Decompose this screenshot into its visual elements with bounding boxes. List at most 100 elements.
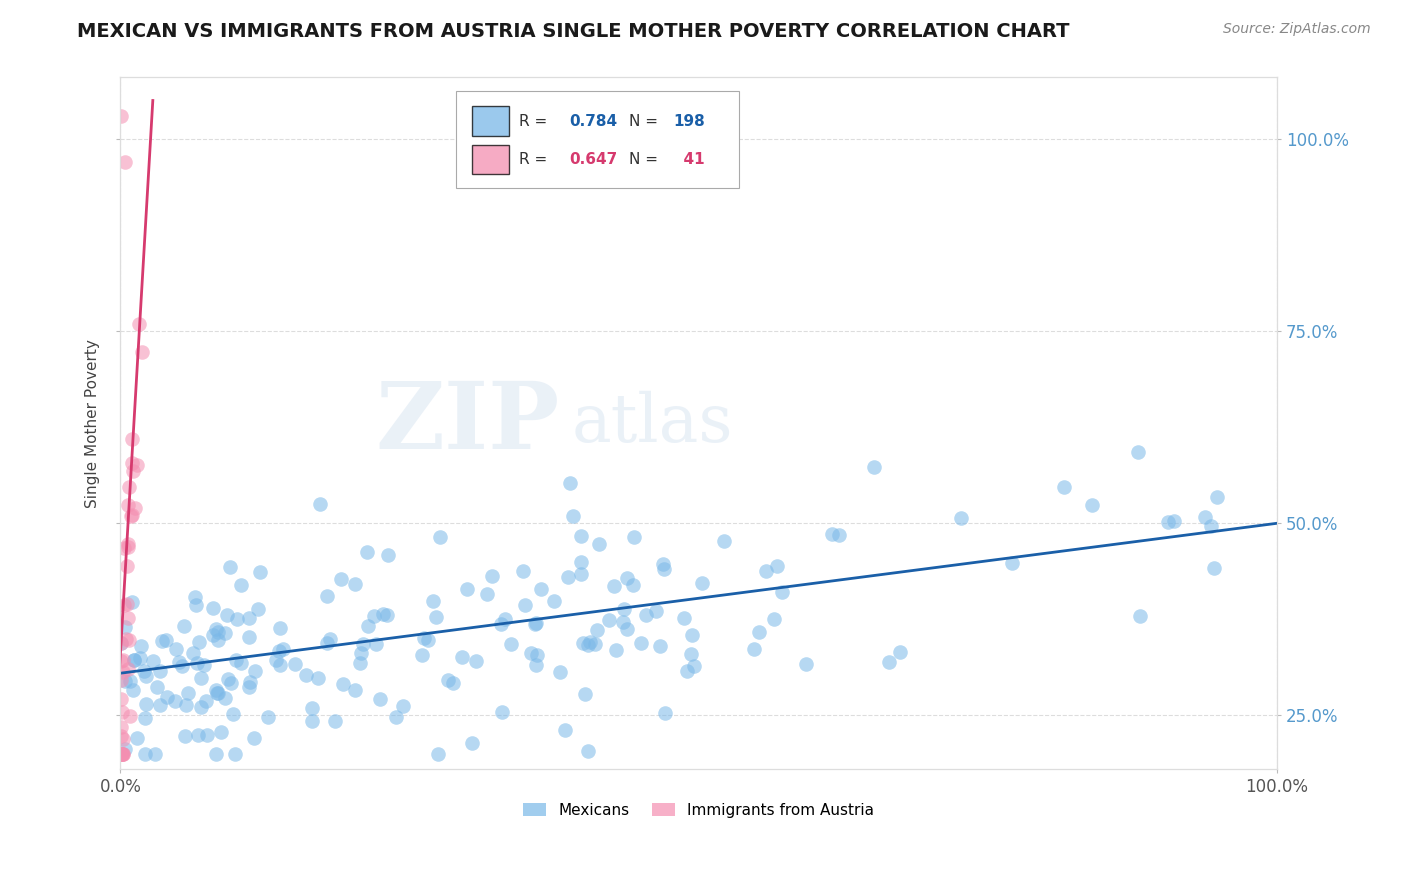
Point [110,673,132,687]
Point [422,594,444,608]
Point [436,673,458,688]
Point [129,639,152,653]
Point [214,626,236,640]
Point [755,564,778,578]
Point [491,617,513,632]
Point [122,653,145,667]
Point [267,644,290,658]
Point [429,530,451,544]
Point [204,747,226,761]
Point [155,633,177,648]
Point [209,725,232,739]
Point [127,458,149,472]
Point [110,636,132,650]
Point [344,683,367,698]
Point [117,540,139,554]
Point [561,508,583,523]
Point [117,537,139,551]
Point [118,709,141,723]
Point [128,317,150,331]
Point [111,705,134,719]
Point [363,608,385,623]
Point [114,674,136,689]
Point [513,598,536,612]
Point [748,624,770,639]
Point [249,565,271,579]
Point [264,653,287,667]
Point [121,463,143,477]
Point [315,636,337,650]
Point [1126,445,1149,459]
Text: 0.647: 0.647 [569,152,617,167]
Point [794,657,817,672]
Point [456,582,478,596]
Point [121,595,143,609]
Point [217,672,239,686]
Point [229,577,252,591]
Point [576,744,599,758]
Point [143,747,166,761]
Point [579,635,602,649]
Point [427,747,450,761]
Point [112,598,135,612]
Point [150,634,173,648]
Point [121,508,143,523]
Point [654,706,676,721]
Text: Source: ZipAtlas.com: Source: ZipAtlas.com [1223,22,1371,37]
Point [269,621,291,635]
Point [134,747,156,761]
Point [195,728,218,742]
Point [524,657,547,672]
Point [117,498,139,512]
Point [238,680,260,694]
Point [332,676,354,690]
Point [605,643,627,657]
Point [352,637,374,651]
Point [343,577,366,591]
Point [1157,515,1180,529]
Text: N =: N = [630,113,664,128]
Point [862,459,884,474]
Point [1129,608,1152,623]
Point [673,611,696,625]
Point [110,636,132,650]
FancyBboxPatch shape [472,145,509,174]
Point [375,607,398,622]
Text: 41: 41 [673,152,704,167]
Point [242,731,264,745]
Point [301,714,323,729]
Point [166,641,188,656]
Point [120,508,142,523]
Point [169,655,191,669]
Point [357,618,380,632]
Text: atlas: atlas [571,391,733,456]
Point [598,613,620,627]
Point [576,638,599,652]
Point [377,548,399,562]
Point [271,642,294,657]
Point [481,569,503,583]
Point [316,589,339,603]
Point [190,700,212,714]
Point [284,657,307,671]
Point [238,630,260,644]
Point [323,714,346,729]
Point [146,681,169,695]
Point [118,632,141,647]
Point [129,650,152,665]
Point [461,736,484,750]
Point [308,497,330,511]
Point [149,698,172,712]
Point [530,582,553,597]
Point [111,747,134,761]
Point [186,656,208,670]
Point [117,558,139,573]
Point [411,648,433,662]
Point [188,635,211,649]
Point [118,481,141,495]
Point [229,656,252,670]
Point [201,628,224,642]
Point [418,632,440,647]
Point [112,541,135,555]
Point [603,579,626,593]
